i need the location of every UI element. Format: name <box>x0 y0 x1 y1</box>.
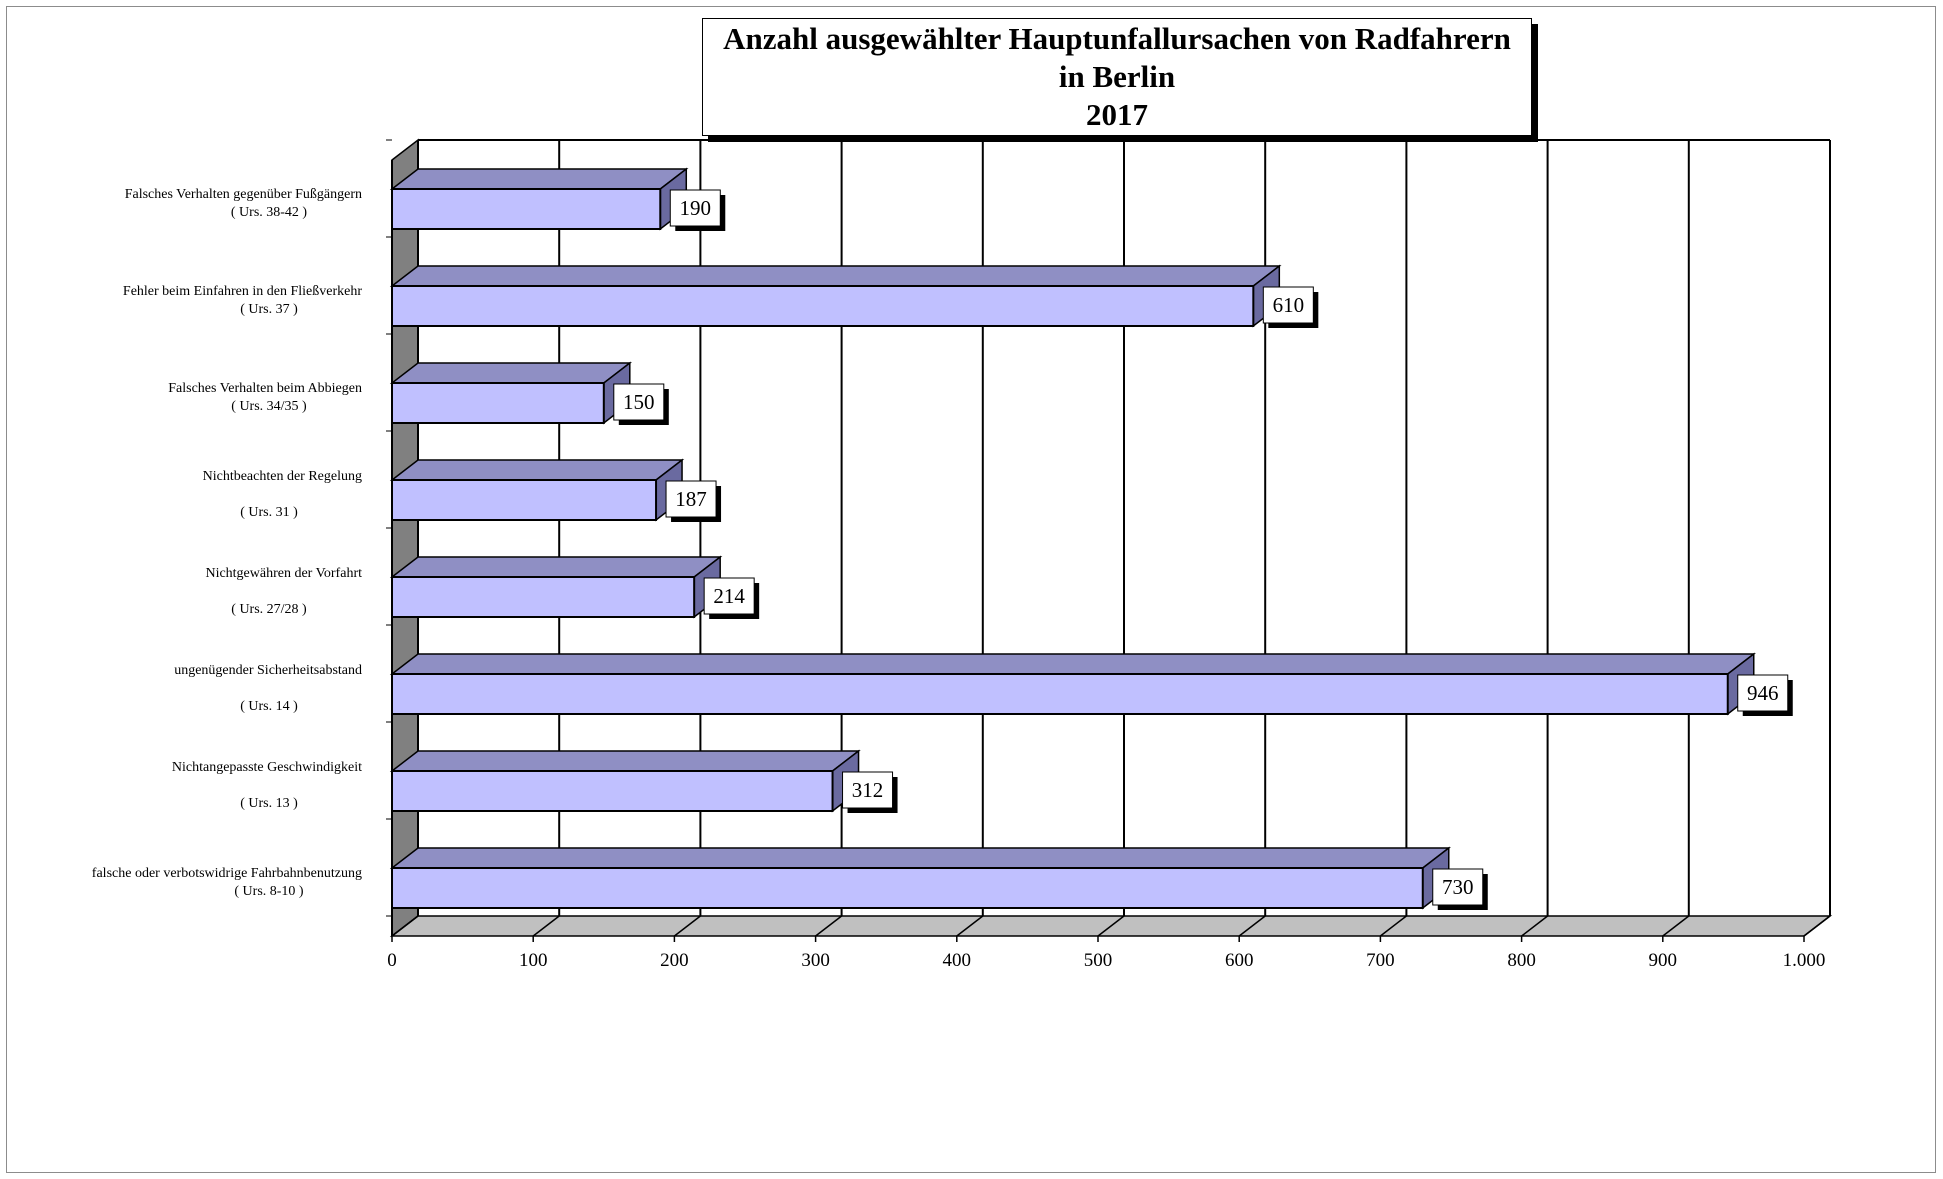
bar-top-face-1 <box>389 265 1282 287</box>
bar-front-face-3 <box>391 479 658 521</box>
category-code-5: ( Urs. 14 ) <box>240 699 298 714</box>
bar-top-face-4 <box>389 556 723 578</box>
chart-side-wall <box>391 138 419 938</box>
bar-6 <box>389 749 861 813</box>
chart-x-tick-labels: 0 100 200 300 400 500 600 700 800 900 1.000 <box>387 950 1825 971</box>
x-tick-label-300: 300 <box>801 950 830 971</box>
bar-4 <box>389 555 723 619</box>
data-label-0: 190 <box>680 196 712 220</box>
bar-top-face-5 <box>389 653 1756 675</box>
x-tick-label-0: 0 <box>387 950 397 971</box>
data-label-box-1 <box>1262 286 1314 324</box>
floor-gridline-600 <box>1238 915 1266 937</box>
category-label-2: Falsches Verhalten beim Abbiegen <box>168 381 362 396</box>
data-label-box-2 <box>613 383 665 421</box>
chart-bars <box>389 167 1756 910</box>
category-code-3: ( Urs. 31 ) <box>240 505 298 520</box>
chart-title-line-1: Anzahl ausgewählter Hauptunfallursachen … <box>723 21 1511 56</box>
category-code-1: ( Urs. 37 ) <box>240 302 298 317</box>
x-tick-label-200: 200 <box>660 950 689 971</box>
x-tick-label-400: 400 <box>943 950 972 971</box>
category-label-5: ungenügender Sicherheitsabstand <box>174 663 362 678</box>
bar-top-face-7 <box>389 847 1451 869</box>
chart-title-line-2: in Berlin <box>1058 59 1176 94</box>
category-code-4: ( Urs. 27/28 ) <box>231 602 307 617</box>
data-label-4: 214 <box>713 584 745 608</box>
floor-gridline-200 <box>673 915 701 937</box>
chart-title-box: Anzahl ausgewählter Hauptunfallursachen … <box>702 18 1532 136</box>
bar-front-face-7 <box>391 867 1424 909</box>
chart-data-labels: 190 610 150 187 214 946 312 730 <box>613 189 1793 910</box>
bar-3 <box>389 458 685 522</box>
floor-gridline-0 <box>391 915 419 937</box>
data-label-box-0 <box>669 189 721 227</box>
floor-gridline-500 <box>1097 915 1125 937</box>
bar-front-face-5 <box>391 673 1729 715</box>
category-code-0: ( Urs. 38-42 ) <box>231 205 308 220</box>
category-code-2: ( Urs. 34/35 ) <box>231 399 307 414</box>
data-label-1: 610 <box>1273 293 1305 317</box>
chart-floor <box>389 138 1833 938</box>
data-label-box-7 <box>1432 868 1484 906</box>
bar-front-face-2 <box>391 382 605 424</box>
category-label-7: falsche oder verbotswidrige Fahrbahnbenu… <box>92 866 362 881</box>
chart-category-labels: Falsches Verhalten gegenüber Fußgängern (… <box>92 187 363 899</box>
bar-top-face-0 <box>389 168 689 190</box>
bar-front-face-6 <box>391 770 834 812</box>
bar-top-face-2 <box>389 362 633 384</box>
chart-gridlines <box>386 139 1831 942</box>
x-tick-label-1000: 1.000 <box>1783 950 1826 971</box>
chart-title-line-3: 2017 <box>1086 97 1148 132</box>
floor-gridline-1000 <box>1803 915 1831 937</box>
data-label-7: 730 <box>1442 875 1474 899</box>
bar-front-face-1 <box>391 285 1255 327</box>
x-tick-label-700: 700 <box>1366 950 1395 971</box>
data-label-3: 187 <box>675 487 707 511</box>
x-tick-label-100: 100 <box>519 950 548 971</box>
bar-top-face-3 <box>389 459 685 481</box>
data-label-2: 150 <box>623 390 655 414</box>
floor-gridline-700 <box>1379 915 1407 937</box>
x-tick-label-900: 900 <box>1649 950 1678 971</box>
category-label-1: Fehler beim Einfahren in den Fließverkeh… <box>123 284 362 299</box>
data-label-box-4 <box>703 577 755 615</box>
bar-2 <box>389 361 633 425</box>
category-label-4: Nichtgewähren der Vorfahrt <box>205 566 362 581</box>
bar-front-face-4 <box>391 576 696 618</box>
x-tick-label-500: 500 <box>1084 950 1113 971</box>
category-code-7: ( Urs. 8-10 ) <box>234 884 304 899</box>
data-label-5: 946 <box>1747 681 1779 705</box>
category-label-3: Nichtbeachten der Regelung <box>203 469 362 484</box>
floor-gridline-300 <box>815 915 843 937</box>
bar-0 <box>389 167 689 231</box>
category-code-6: ( Urs. 13 ) <box>240 796 298 811</box>
data-label-box-3 <box>665 480 717 518</box>
data-label-box-5 <box>1737 674 1789 712</box>
category-label-6: Nichtangepasste Geschwindigkeit <box>172 760 362 775</box>
floor-gridline-100 <box>532 915 560 937</box>
x-tick-label-800: 800 <box>1507 950 1536 971</box>
bar-top-face-6 <box>389 750 861 772</box>
data-label-6: 312 <box>852 778 884 802</box>
page-border <box>6 6 1936 1173</box>
category-label-0: Falsches Verhalten gegenüber Fußgängern <box>125 187 362 202</box>
x-tick-label-600: 600 <box>1225 950 1254 971</box>
bar-7 <box>389 846 1451 910</box>
bar-5 <box>389 652 1756 716</box>
floor-gridline-900 <box>1662 915 1690 937</box>
floor-gridline-800 <box>1521 915 1549 937</box>
data-label-box-6 <box>842 771 894 809</box>
bar-1 <box>389 264 1282 328</box>
floor-gridline-400 <box>956 915 984 937</box>
bar-front-face-0 <box>391 188 662 230</box>
